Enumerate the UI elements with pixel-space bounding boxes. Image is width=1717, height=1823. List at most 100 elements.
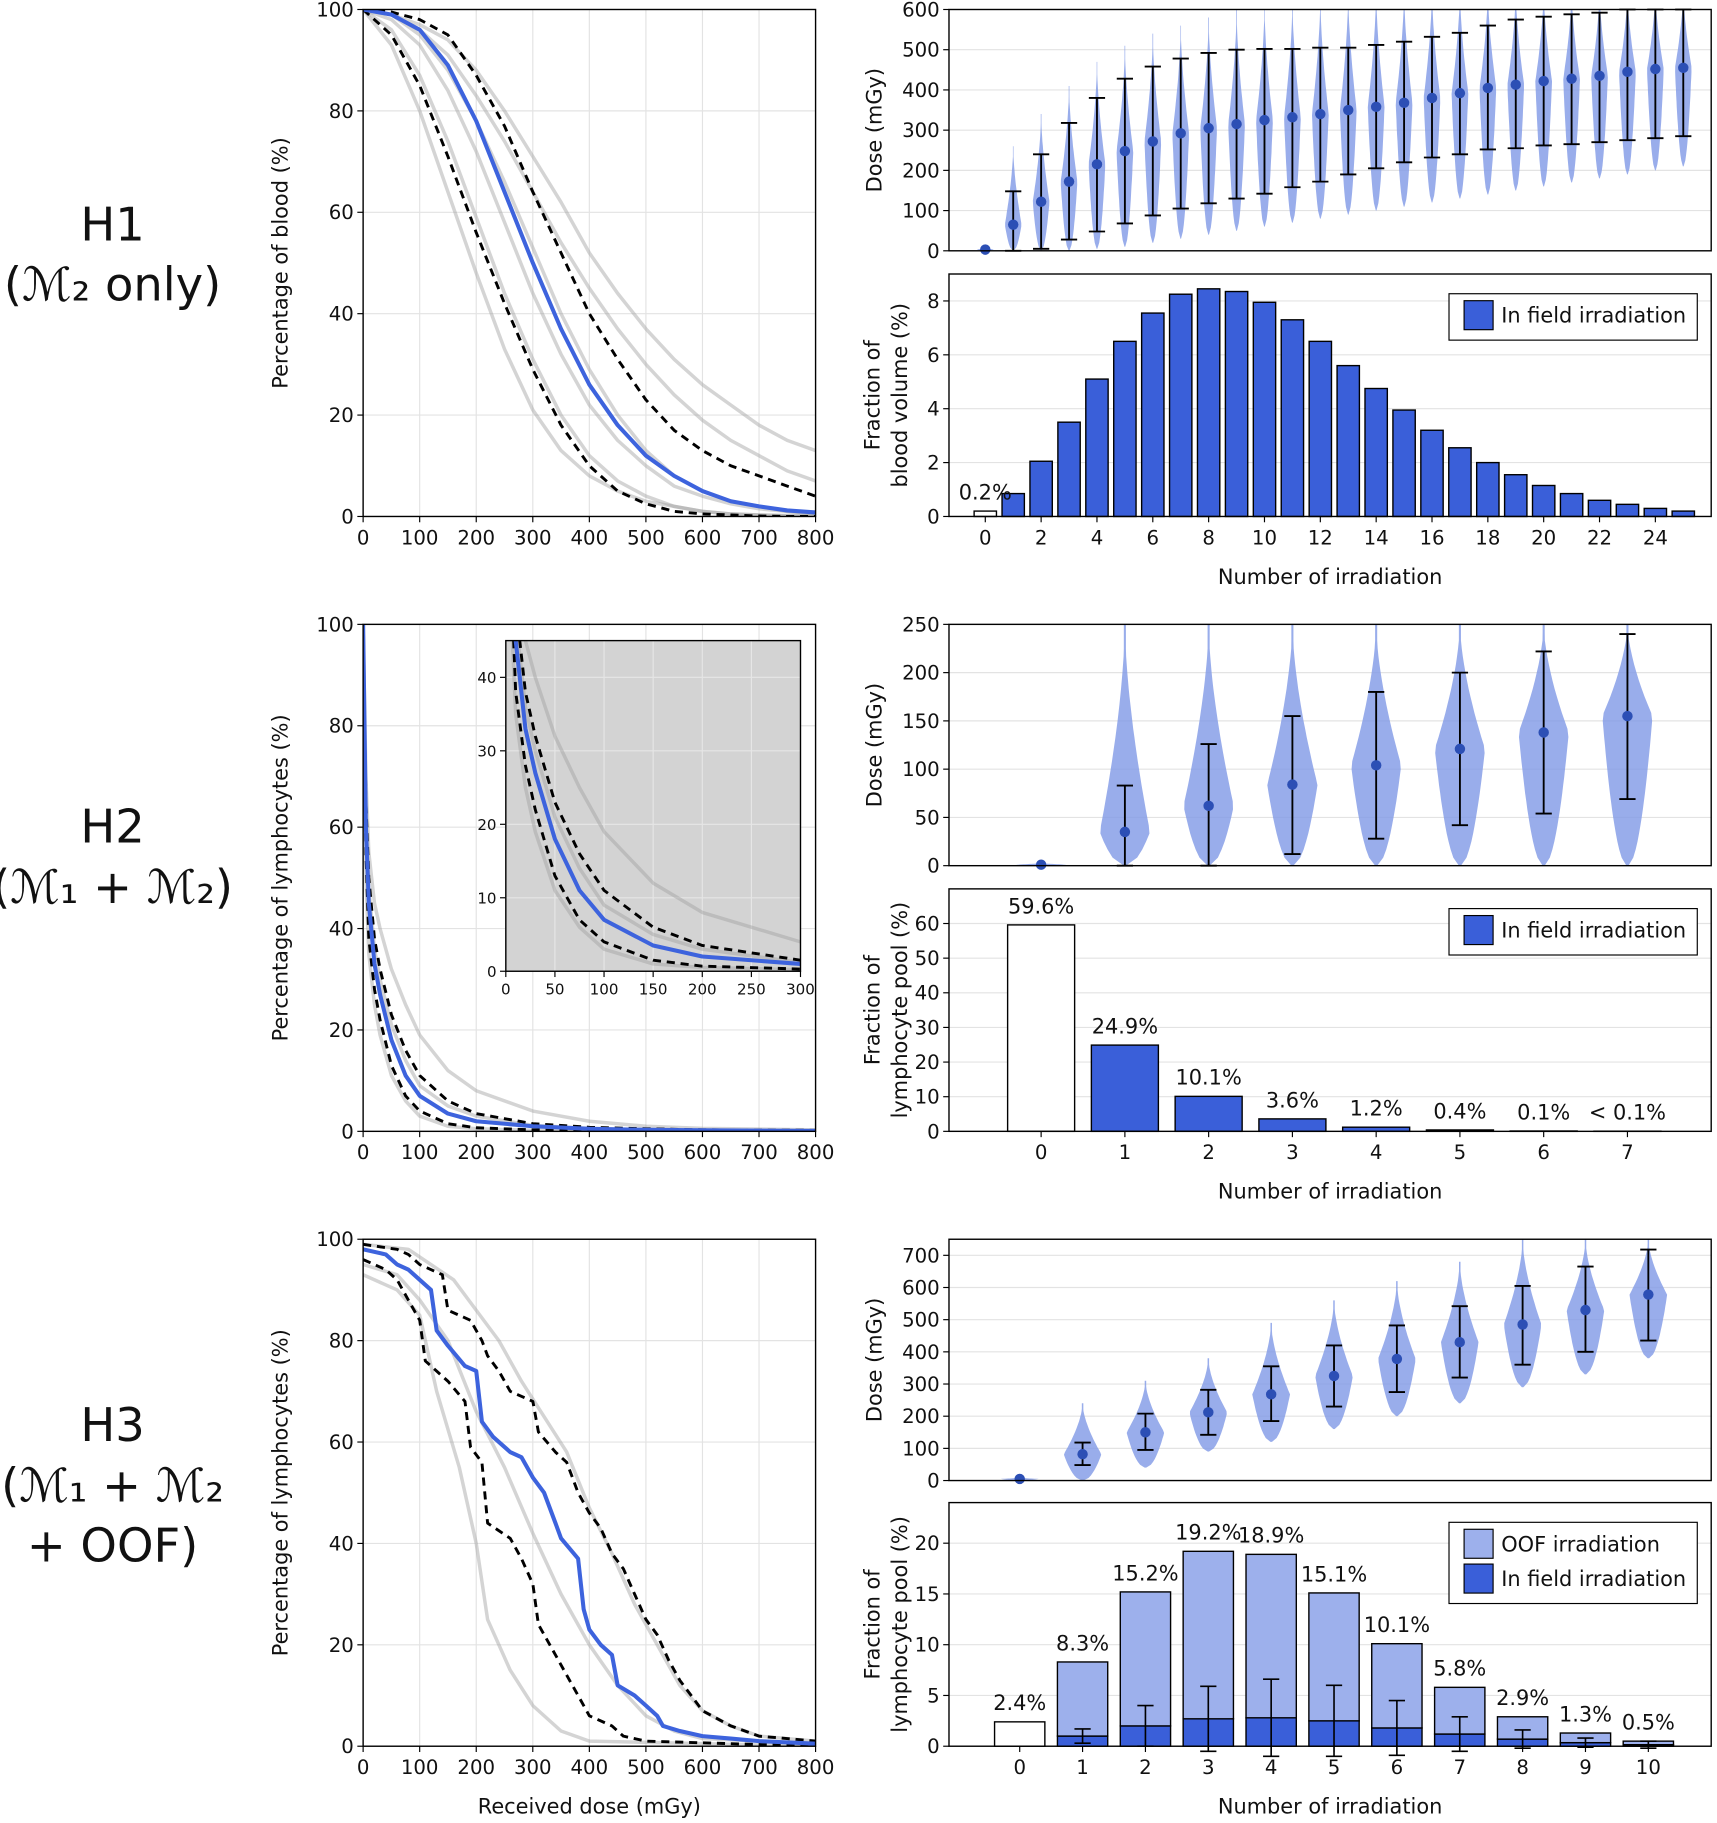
x-tick-label: 400	[571, 1141, 609, 1164]
y-tick-label: 100	[902, 758, 940, 781]
x-tick-label: 9	[1579, 1756, 1592, 1779]
bar	[1113, 340, 1137, 518]
mean-dot	[1265, 1389, 1277, 1400]
y-axis-label: Dose (mGy)	[863, 68, 887, 192]
row-label: (ℳ₁ + ℳ₂	[1, 1458, 224, 1512]
x-tick-label: 300	[786, 980, 815, 998]
legend-label: In field irradiation	[1501, 1567, 1686, 1591]
x-tick-label: 100	[401, 526, 439, 549]
y-tick-label: 40	[477, 669, 496, 687]
row-label: (ℳ₂ only)	[4, 258, 221, 312]
y-tick-label: 0	[927, 505, 940, 528]
mean-dot	[1510, 79, 1521, 90]
data-label: 2.9%	[1496, 1686, 1549, 1710]
data-label: 5.8%	[1433, 1657, 1486, 1681]
x-tick-label: 22	[1587, 526, 1612, 549]
y-axis-label: Dose (mGy)	[863, 1298, 887, 1422]
y-tick-label: 200	[902, 1405, 940, 1428]
y-tick-label: 6	[927, 344, 940, 367]
x-tick-label: 24	[1643, 526, 1668, 549]
y-tick-label: 400	[902, 1341, 940, 1364]
x-tick-label: 10	[1252, 526, 1277, 549]
x-tick-label: 2	[1035, 526, 1048, 549]
plot-frame	[948, 888, 1712, 1133]
individual-line	[363, 9, 816, 483]
mean-dot	[1315, 108, 1326, 120]
bar	[1475, 461, 1500, 518]
bar	[1364, 387, 1389, 518]
y-tick-label: 20	[915, 1051, 940, 1074]
bar	[1258, 1118, 1327, 1133]
x-tick-label: 8	[1202, 526, 1215, 549]
x-axis-label: Number of irradiation	[1218, 565, 1442, 589]
bar	[1336, 364, 1361, 518]
y-tick-label: 100	[316, 613, 354, 636]
x-tick-label: 12	[1308, 526, 1333, 549]
x-tick-label: 200	[457, 1141, 495, 1164]
x-tick-label: 700	[740, 1141, 778, 1164]
mean-dot	[1119, 826, 1131, 838]
plot-frame	[505, 639, 802, 972]
y-tick-label: 0	[927, 1120, 940, 1143]
plot-frame	[362, 8, 817, 518]
plot-area	[948, 624, 1712, 866]
data-label: 15.2%	[1112, 1561, 1178, 1585]
mean-dot	[1140, 1427, 1151, 1438]
y-tick-label: 100	[902, 1437, 940, 1460]
bar	[1252, 301, 1277, 518]
data-label: 0.5%	[1622, 1711, 1675, 1735]
data-label: 0.4%	[1433, 1099, 1486, 1123]
y-tick-label: 40	[329, 303, 354, 326]
y-axis-label: lymphocyte pool (%)	[888, 1516, 912, 1733]
x-tick-label: 200	[457, 1756, 495, 1779]
dashed-line	[518, 640, 801, 962]
y-axis-label: Fraction of	[860, 1569, 884, 1680]
row-label: (ℳ₁ + ℳ₂)	[0, 860, 233, 914]
y-tick-label: 50	[915, 806, 940, 829]
mean-dot	[1398, 97, 1410, 109]
y-tick-label: 40	[915, 982, 940, 1005]
x-tick-label: 400	[571, 526, 609, 549]
y-tick-label: 20	[329, 1019, 354, 1042]
x-tick-label: 6	[1537, 1141, 1550, 1164]
mean-dot	[1538, 727, 1549, 738]
x-tick-label: 800	[797, 1756, 835, 1779]
mean-dot	[1287, 112, 1298, 123]
individual-line	[363, 624, 816, 1132]
y-tick-label: 80	[329, 715, 354, 738]
x-tick-label: 300	[514, 1756, 552, 1779]
x-tick-label: 7	[1621, 1141, 1634, 1164]
plot-frame	[948, 8, 1712, 252]
data-label: 8.3%	[1056, 1631, 1109, 1655]
bar	[1196, 288, 1221, 518]
mean-dot	[1538, 75, 1549, 87]
bar	[1503, 474, 1528, 518]
y-tick-label: 4	[927, 398, 940, 421]
bar	[1006, 924, 1076, 1133]
y-tick-label: 200	[902, 662, 940, 685]
data-label: 10.1%	[1364, 1613, 1430, 1637]
individual-line	[363, 9, 816, 516]
x-tick-label: 5	[1328, 1756, 1341, 1779]
x-tick-label: 500	[627, 526, 665, 549]
x-tick-label: 8	[1516, 1756, 1529, 1779]
mean-dot	[1650, 63, 1661, 75]
x-tick-label: 600	[684, 526, 722, 549]
x-tick-label: 800	[797, 1141, 835, 1164]
x-tick-label: 0	[1013, 1756, 1026, 1779]
y-axis-label: Dose (mGy)	[863, 683, 887, 807]
dashed-line	[363, 1258, 816, 1747]
data-label: 24.9%	[1092, 1014, 1158, 1038]
x-tick-label: 0	[1035, 1141, 1048, 1164]
mean-dot	[1119, 145, 1131, 157]
data-label: 59.6%	[1008, 894, 1074, 918]
mean-dot	[1203, 800, 1214, 812]
y-tick-label: 10	[477, 890, 496, 908]
individual-line	[523, 640, 801, 944]
y-tick-label: 20	[477, 816, 496, 834]
y-tick-label: 2	[927, 452, 940, 475]
mean-dot	[1517, 1319, 1528, 1330]
x-tick-label: 100	[401, 1141, 439, 1164]
